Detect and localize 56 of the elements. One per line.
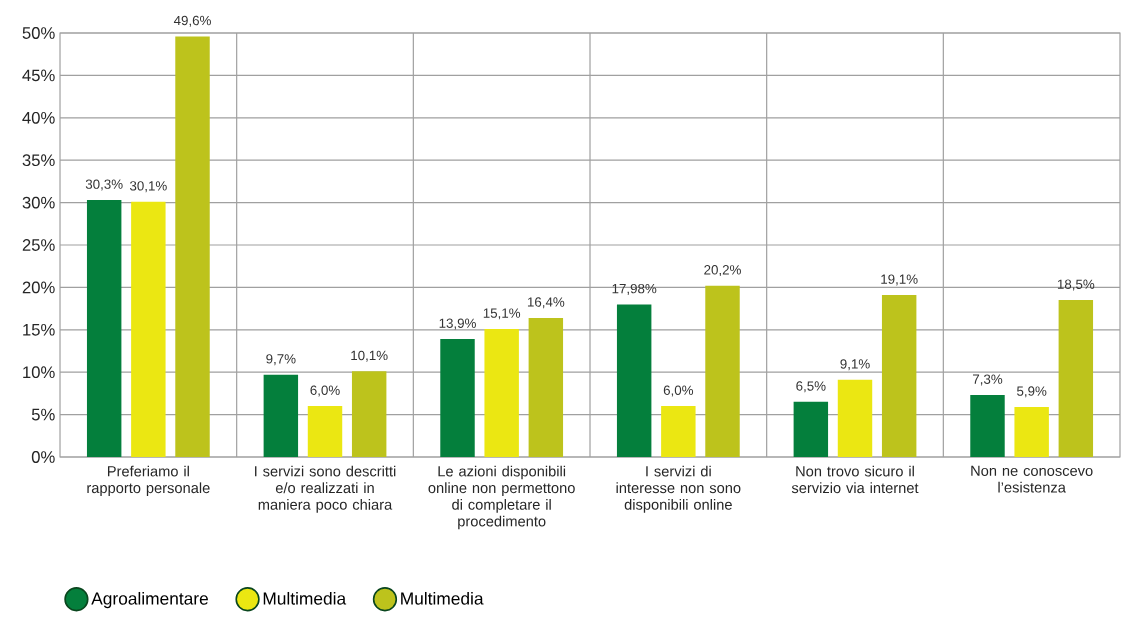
data-label: 9,1% (840, 359, 870, 371)
data-label: 5,9% (1017, 386, 1047, 398)
y-tick-label: 45% (22, 69, 55, 82)
data-label: 19,1% (881, 274, 918, 286)
bar (440, 339, 475, 457)
bar (616, 304, 652, 457)
data-label: 30,3% (85, 179, 123, 191)
bar (881, 295, 917, 457)
x-tick-label: Le azioni disponibili online non permettono di completare il procedimento (428, 465, 575, 530)
bar (86, 200, 122, 457)
data-label: 15,1% (483, 308, 521, 320)
y-tick-label: 25% (22, 239, 55, 251)
x-tick-label: I servizi sono descritti e/o realizzati in maniera poco chiara (255, 465, 396, 513)
data-label: 13,9% (439, 318, 476, 330)
bar (1014, 406, 1049, 457)
bar (263, 374, 299, 457)
bar (351, 371, 387, 457)
data-label: 9,7% (266, 354, 296, 366)
data-label: 10,1% (351, 350, 388, 362)
x-tick-label: Preferiamo il rapporto personale (87, 465, 210, 497)
data-label: 6,0% (310, 385, 340, 397)
data-label: 7,3% (972, 374, 1003, 386)
data-label: 17,98% (612, 283, 657, 295)
x-tick-label: Non trovo sicuro il servizio via internet (791, 465, 919, 494)
y-tick-label: 35% (22, 154, 55, 167)
data-label: 6,0% (663, 385, 694, 397)
data-label: 18,5% (1057, 279, 1095, 291)
legend-label: Multimedia (401, 591, 484, 605)
bar (970, 395, 1005, 457)
data-label: 20,2% (704, 265, 741, 277)
bar (837, 379, 873, 457)
y-tick-label: 30% (22, 196, 55, 209)
y-tick-label: 0% (31, 451, 55, 463)
bar (793, 401, 829, 457)
y-tick-label: 15% (23, 323, 55, 336)
y-tick-label: 40% (22, 111, 55, 124)
y-tick-label: 50% (22, 27, 55, 39)
bar (661, 406, 696, 457)
data-label: 30,1% (129, 181, 167, 193)
bar (484, 328, 519, 457)
x-tick-label: Non ne conoscevo l’esistenza (971, 465, 1093, 493)
bar (307, 406, 343, 457)
bar (705, 285, 740, 457)
bar (1058, 300, 1094, 457)
x-tick-label: I servizi di interesse non sono disponibili online (616, 465, 741, 513)
y-tick-label: 10% (23, 366, 55, 379)
legend-label: Multimedia (263, 591, 347, 605)
bar (175, 36, 210, 457)
bar (131, 201, 166, 457)
data-label: 6,5% (796, 381, 826, 393)
y-tick-label: 20% (22, 281, 55, 294)
bar (528, 317, 564, 457)
legend-label: Agroalimentare (91, 591, 208, 609)
data-label: 16,4% (527, 297, 565, 309)
data-label: 49,6% (173, 15, 211, 27)
y-tick-label: 5% (31, 408, 55, 421)
